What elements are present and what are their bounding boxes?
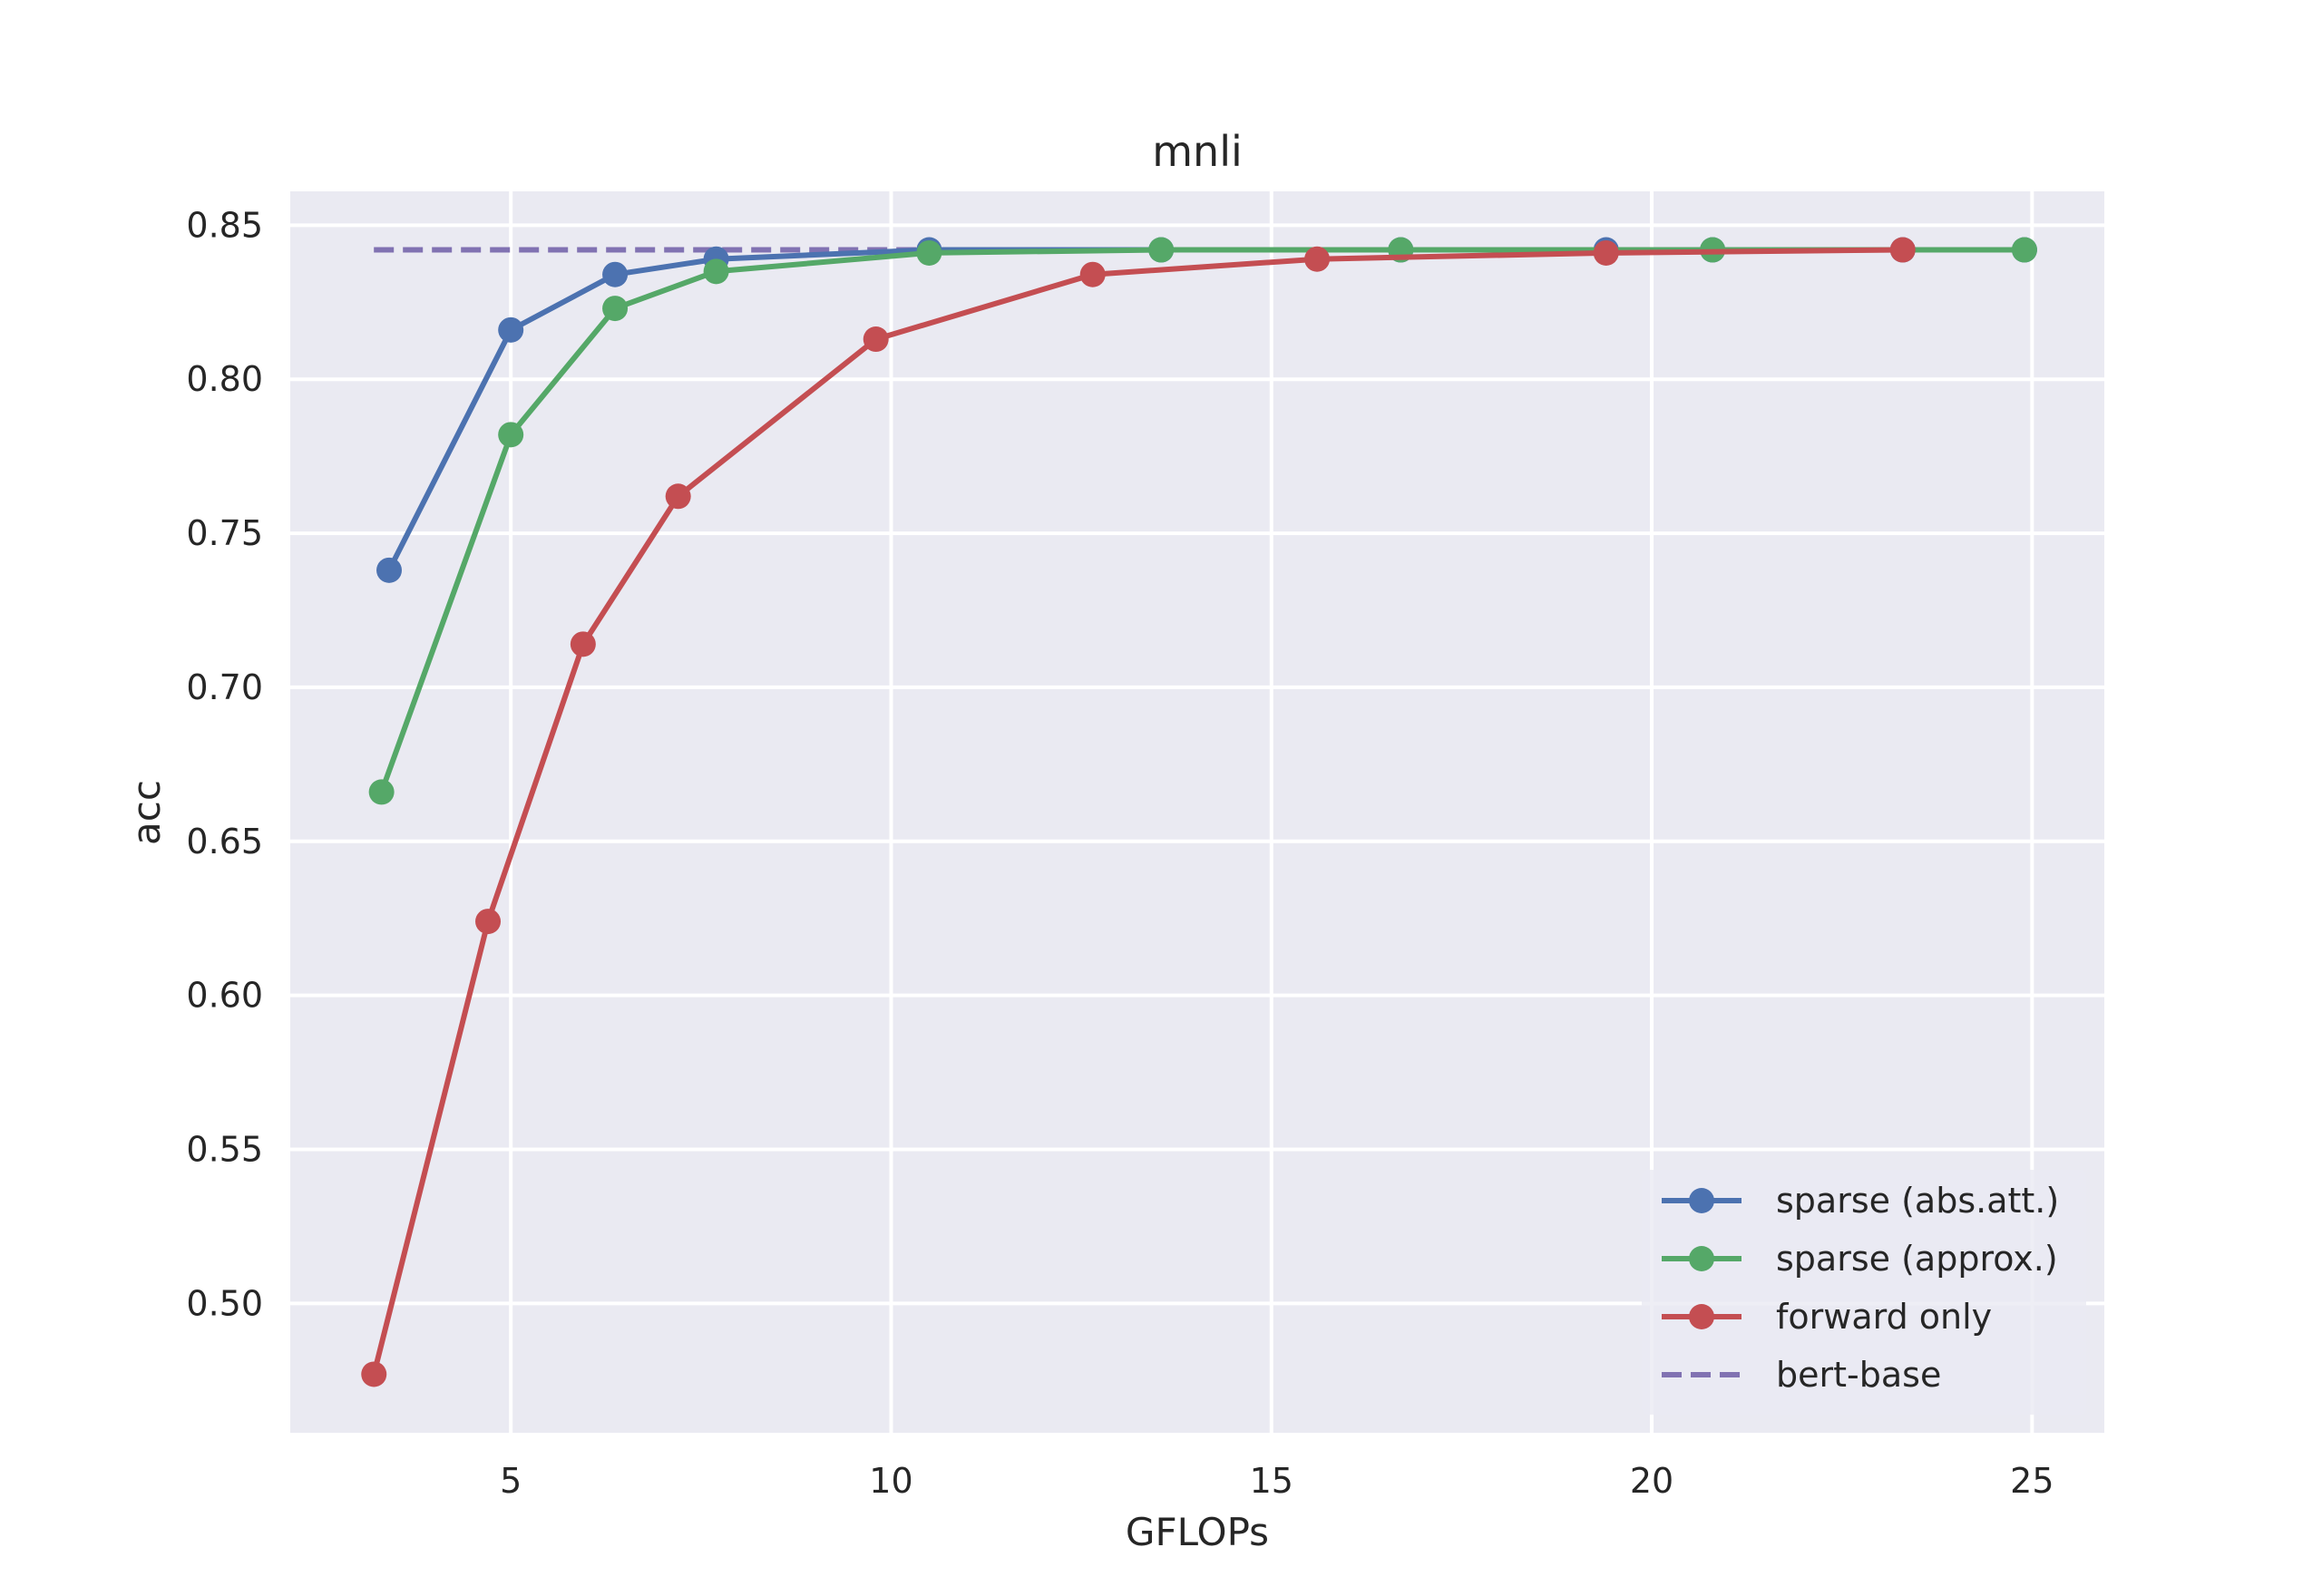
y-tick-label: 0.80 — [186, 359, 263, 399]
data-point-sparse-approx — [368, 779, 395, 805]
x-axis-label: GFLOPs — [1126, 1510, 1269, 1554]
legend-marker-sparse-abs-att — [1689, 1188, 1714, 1213]
ticks: 5 10 15 20 25 0.50 0.55 0.60 0.65 0.70 0.75 0.80 0.8… — [186, 205, 2054, 1501]
y-tick-label: 0.75 — [186, 513, 263, 553]
y-tick-label: 0.70 — [186, 667, 263, 707]
legend-label-sparse-approx: sparse (approx.) — [1776, 1239, 2058, 1279]
y-tick-label: 0.55 — [186, 1129, 263, 1169]
legend-entry-sparse-abs-att: sparse (abs.att.) — [1662, 1181, 2059, 1221]
legend-label-sparse-abs-att: sparse (abs.att.) — [1776, 1181, 2059, 1221]
legend-entry-sparse-approx: sparse (approx.) — [1662, 1239, 2058, 1279]
data-point-forward-only — [1889, 237, 1916, 263]
data-point-forward-only — [1593, 239, 1619, 266]
y-tick-label: 0.60 — [186, 976, 263, 1016]
data-point-forward-only — [1079, 261, 1106, 287]
legend: sparse (abs.att.) sparse (approx.) forwa… — [1642, 1170, 2086, 1415]
data-point-sparse-approx — [1148, 237, 1175, 263]
x-tick-label: 20 — [1630, 1461, 1673, 1501]
series-layer — [361, 237, 2037, 1387]
data-point-sparse-approx — [2011, 237, 2037, 263]
grid — [290, 191, 2104, 1433]
legend-label-bert-base: bert-base — [1776, 1355, 1941, 1395]
data-point-sparse-approx — [703, 258, 729, 285]
data-point-forward-only — [570, 631, 596, 657]
legend-entry-forward-only: forward only — [1662, 1297, 1992, 1337]
data-point-sparse-approx — [498, 422, 524, 448]
data-point-forward-only — [475, 909, 502, 935]
data-point-sparse-abs-att — [376, 557, 403, 583]
x-tick-label: 25 — [2010, 1461, 2054, 1501]
x-tick-label: 15 — [1250, 1461, 1293, 1501]
legend-box — [1642, 1170, 2086, 1415]
series-forward-only — [361, 237, 1916, 1387]
data-point-sparse-approx — [916, 239, 942, 266]
legend-marker-sparse-approx — [1689, 1246, 1714, 1271]
x-tick-label: 10 — [869, 1461, 912, 1501]
data-point-sparse-abs-att — [498, 316, 524, 343]
data-point-forward-only — [863, 326, 889, 353]
x-tick-label: 5 — [500, 1461, 522, 1501]
y-tick-label: 0.85 — [186, 205, 263, 245]
data-point-forward-only — [1304, 246, 1331, 272]
y-tick-label: 0.65 — [186, 822, 263, 861]
legend-label-forward-only: forward only — [1776, 1297, 1992, 1337]
data-point-forward-only — [361, 1361, 387, 1387]
data-point-sparse-approx — [602, 296, 629, 322]
data-point-sparse-abs-att — [602, 261, 629, 287]
y-tick-label: 0.50 — [186, 1283, 263, 1323]
y-axis-label: acc — [124, 780, 169, 845]
chart-title: mnli — [1152, 127, 1243, 176]
data-point-forward-only — [665, 483, 691, 510]
legend-marker-forward-only — [1689, 1304, 1714, 1329]
legend-entry-bert-base: bert-base — [1662, 1355, 1941, 1395]
